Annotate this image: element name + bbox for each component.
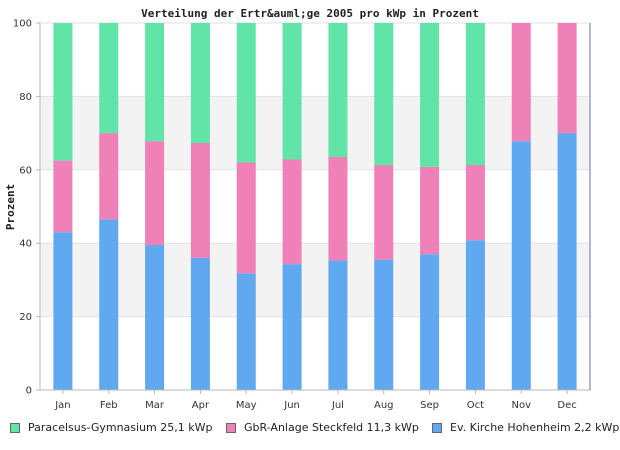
legend-swatch: [432, 422, 442, 433]
bar-segment: [236, 273, 256, 390]
bar-segment: [420, 166, 440, 255]
bar-segment: [145, 23, 165, 142]
grid-band: [40, 96, 590, 170]
legend-label: Paracelsus-Gymnasium 25,1 kWp: [28, 421, 213, 434]
x-tick-label: May: [236, 400, 257, 411]
x-ticks: Jan Feb Mar Apr May Jun Jul Aug Sep Oct Nov Dec: [54, 390, 577, 411]
bar-segment: [236, 162, 256, 274]
bar-segment: [420, 23, 440, 167]
x-tick-label: Jul: [331, 400, 344, 411]
bar-segment: [374, 23, 394, 166]
bar-segment: [282, 264, 302, 390]
x-tick-label: Nov: [511, 400, 531, 411]
bar-segment: [99, 23, 119, 134]
bar-segment: [511, 141, 531, 390]
bar-segment: [99, 219, 119, 390]
chart-title: Verteilung der Ertr&auml;ge 2005 pro kWp…: [141, 7, 479, 20]
bar-segment: [557, 133, 577, 390]
bar-segment: [53, 232, 73, 390]
bar-segment: [99, 133, 119, 220]
legend-item: Paracelsus-Gymnasium 25,1 kWp: [10, 421, 212, 434]
bar-segment: [374, 165, 394, 260]
bar-segment: [190, 143, 210, 258]
legend-item: GbR-Anlage Steckfeld 11,3 kWp: [226, 421, 419, 434]
y-axis-label: Prozent: [4, 184, 17, 230]
legend-label: GbR-Anlage Steckfeld 11,3 kWp: [244, 421, 419, 434]
grid-band: [40, 23, 590, 97]
x-tick-label: Jun: [283, 400, 300, 411]
x-tick-label: Aug: [374, 400, 394, 411]
bar-segment: [53, 23, 73, 161]
bar-segment: [511, 23, 531, 142]
y-ticks: 0 20 40 60 80 100: [13, 19, 40, 397]
legend-swatch: [10, 422, 20, 433]
x-tick-label: Mar: [145, 400, 165, 411]
legend: Paracelsus-Gymnasium 25,1 kWp GbR-Anlage …: [0, 421, 620, 441]
bar-segment: [328, 260, 348, 390]
x-tick-label: Jan: [54, 400, 70, 411]
bar-segment: [328, 156, 348, 261]
y-tick-label: 20: [19, 312, 32, 323]
bar-segment: [236, 23, 256, 163]
x-tick-label: Apr: [192, 400, 210, 411]
y-tick-label: 60: [19, 165, 32, 176]
y-tick-label: 100: [13, 19, 32, 30]
bar-segment: [465, 165, 485, 241]
y-tick-label: 40: [19, 239, 32, 250]
bar-group: [53, 23, 577, 390]
grid-band: [40, 243, 590, 317]
bar-segment: [465, 240, 485, 390]
bar-segment: [282, 159, 302, 265]
axes: [39, 23, 591, 391]
bar-segment: [557, 23, 577, 134]
legend-item: Ev. Kirche Hohenheim 2,2 kWp: [432, 421, 619, 434]
bar-segment: [420, 254, 440, 390]
bar-segment: [465, 23, 485, 166]
x-tick-label: Oct: [467, 400, 484, 411]
x-tick-label: Sep: [420, 400, 439, 411]
bar-segment: [145, 141, 165, 246]
grid-band: [40, 169, 590, 244]
bar-segment: [53, 160, 73, 233]
y-tick-label: 80: [19, 92, 32, 103]
plot-background: [40, 22, 590, 391]
legend-swatch: [226, 422, 236, 433]
bar-segment: [190, 257, 210, 390]
grid-band: [40, 316, 590, 390]
bar-segment: [190, 23, 210, 144]
y-tick-label: 0: [26, 386, 32, 397]
x-tick-label: Dec: [557, 400, 576, 411]
bar-segment: [374, 259, 394, 390]
bar-segment: [282, 23, 302, 160]
x-tick-label: Feb: [100, 400, 118, 411]
legend-label: Ev. Kirche Hohenheim 2,2 kWp: [450, 421, 620, 434]
bar-segment: [145, 245, 165, 390]
bar-segment: [328, 23, 348, 157]
